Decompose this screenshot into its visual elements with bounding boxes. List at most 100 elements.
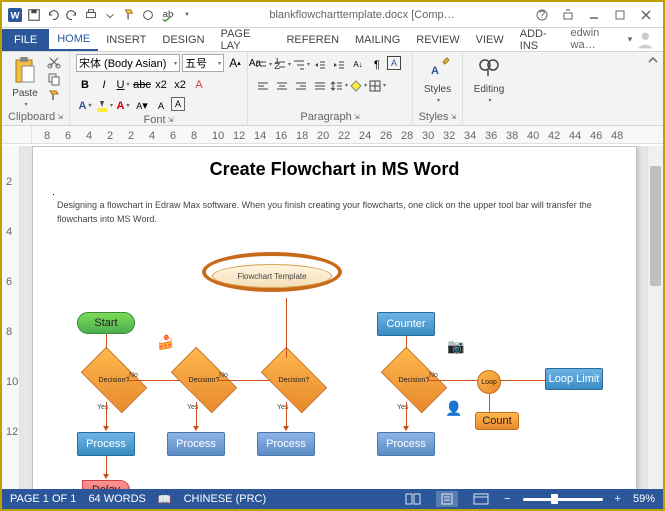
print-layout-icon[interactable] (436, 491, 458, 507)
cake-icon: 🍰 (157, 334, 174, 351)
status-words[interactable]: 64 WORDS (88, 493, 145, 505)
tab-insert[interactable]: INSERT (98, 29, 154, 51)
help-icon[interactable]: ? (529, 5, 555, 25)
increase-indent-icon[interactable] (330, 56, 348, 73)
status-page[interactable]: PAGE 1 OF 1 (10, 493, 76, 505)
styles-group-label: Styles⇲ (419, 111, 456, 125)
format-painter-icon[interactable] (45, 88, 63, 104)
numbering-icon[interactable]: 12▾ (273, 56, 291, 73)
tab-references[interactable]: REFEREN (278, 29, 347, 51)
scrollbar-thumb[interactable] (650, 166, 661, 286)
user-avatar-icon (636, 29, 655, 49)
print-preview-icon[interactable] (82, 6, 100, 24)
underline-icon[interactable]: U▾ (114, 76, 132, 93)
close-icon[interactable] (633, 5, 659, 25)
clear-format-icon[interactable]: A (190, 76, 208, 93)
bullets-icon[interactable]: ▾ (254, 56, 272, 73)
editing-button[interactable]: Editing ▾ (469, 54, 509, 106)
zoom-out-icon[interactable]: − (504, 493, 510, 505)
multilevel-icon[interactable]: ▾ (292, 56, 310, 73)
fc-count: Count (475, 412, 519, 430)
bold-icon[interactable]: B (76, 76, 94, 93)
subscript-icon[interactable]: x2 (152, 76, 170, 93)
shading-icon[interactable]: ▾ (349, 77, 367, 94)
qat-more-icon[interactable] (101, 6, 119, 24)
fc-decision-3: Decision? (261, 347, 327, 413)
read-mode-icon[interactable] (402, 491, 424, 507)
tab-view[interactable]: VIEW (468, 29, 512, 51)
cut-icon[interactable] (45, 54, 63, 70)
document-title: Create Flowchart in MS Word (57, 159, 612, 180)
ribbon-group-clipboard: Paste ▾ Clipboard⇲ (2, 52, 70, 125)
align-center-icon[interactable] (273, 77, 291, 94)
svg-text:2: 2 (274, 60, 280, 72)
show-marks-icon[interactable]: ¶ (368, 56, 386, 73)
line-spacing-icon[interactable]: ▾ (330, 77, 348, 94)
zoom-slider[interactable] (523, 498, 603, 501)
touch-mode-icon[interactable] (139, 6, 157, 24)
statusbar: PAGE 1 OF 1 64 WORDS 📖 CHINESE (PRC) − +… (2, 489, 663, 509)
undo-icon[interactable] (44, 6, 62, 24)
status-proofing-icon[interactable]: 📖 (158, 493, 172, 506)
ribbon-group-font: 宋体 (Body Asian)▾ 五号▾ A▴ Aa B I U▾ abc x2… (70, 52, 248, 125)
shrink-font-icon[interactable]: A▾ (133, 97, 151, 114)
phonetic-icon[interactable]: A (152, 97, 170, 114)
page[interactable]: Create Flowchart in MS Word Designing a … (32, 146, 637, 489)
char-border-icon[interactable]: A (171, 97, 185, 111)
char-shading-icon[interactable]: A (387, 56, 401, 70)
highlight-icon[interactable]: ▾ (95, 97, 113, 114)
collapse-ribbon-icon[interactable] (647, 54, 659, 69)
user-name: edwin wa… (571, 27, 624, 51)
svg-text:?: ? (539, 9, 545, 21)
minimize-icon[interactable] (581, 5, 607, 25)
maximize-icon[interactable] (607, 5, 633, 25)
zoom-value[interactable]: 59% (633, 493, 655, 505)
copy-icon[interactable] (45, 71, 63, 87)
tab-home[interactable]: HOME (49, 29, 98, 51)
file-tab[interactable]: FILE (2, 29, 49, 51)
sort-icon[interactable]: A↓ (349, 56, 367, 73)
save-icon[interactable] (25, 6, 43, 24)
font-size-select[interactable]: 五号▾ (182, 54, 224, 72)
tab-mailings[interactable]: MAILING (347, 29, 408, 51)
tab-review[interactable]: REVIEW (408, 29, 467, 51)
font-family-select[interactable]: 宋体 (Body Asian)▾ (76, 54, 180, 72)
user-menu[interactable]: edwin wa… ▾ (571, 27, 663, 51)
align-left-icon[interactable] (254, 77, 272, 94)
format-painter-icon[interactable] (120, 6, 138, 24)
titlebar-controls: ? (529, 5, 659, 25)
styles-button[interactable]: A Styles ▾ (419, 54, 456, 106)
zoom-in-icon[interactable]: + (615, 493, 621, 505)
scrollbar-vertical[interactable] (647, 146, 663, 489)
qat-customize-icon[interactable]: ▼ (177, 6, 195, 24)
ribbon-options-icon[interactable] (555, 5, 581, 25)
editing-group-label (469, 123, 513, 125)
font-color-icon[interactable]: A▾ (114, 97, 132, 114)
redo-icon[interactable] (63, 6, 81, 24)
fc-process-1: Process (77, 432, 135, 456)
tab-design[interactable]: DESIGN (154, 29, 212, 51)
ruler-vertical: 24681012 (2, 146, 20, 489)
word-icon[interactable]: W (6, 6, 24, 24)
tab-page-layout[interactable]: PAGE LAY (213, 29, 279, 51)
ribbon-group-paragraph: ▾ 12▾ ▾ A↓ ¶ A ▾ ▾ ▾ Paragraph⇲ (248, 52, 413, 125)
strikethrough-icon[interactable]: abc (133, 76, 151, 93)
align-right-icon[interactable] (292, 77, 310, 94)
flowchart: Flowchart Template Start Decision? Yes N… (57, 244, 612, 489)
justify-icon[interactable] (311, 77, 329, 94)
status-language[interactable]: CHINESE (PRC) (184, 493, 267, 505)
web-layout-icon[interactable] (470, 491, 492, 507)
paste-button[interactable]: Paste ▾ (8, 54, 42, 110)
decrease-indent-icon[interactable] (311, 56, 329, 73)
tab-addins[interactable]: ADD-INS (512, 29, 571, 51)
fc-process-4: Process (377, 432, 435, 456)
superscript-icon[interactable]: x2 (171, 76, 189, 93)
spellcheck-icon[interactable]: abc (158, 6, 176, 24)
text-effects-icon[interactable]: A▾ (76, 97, 94, 114)
italic-icon[interactable]: I (95, 76, 113, 93)
document-paragraph: Designing a flowchart in Edraw Max softw… (57, 199, 612, 226)
fc-start: Start (77, 312, 135, 334)
fc-process-2: Process (167, 432, 225, 456)
borders-icon[interactable]: ▾ (368, 77, 386, 94)
grow-font-icon[interactable]: A▴ (226, 55, 244, 72)
